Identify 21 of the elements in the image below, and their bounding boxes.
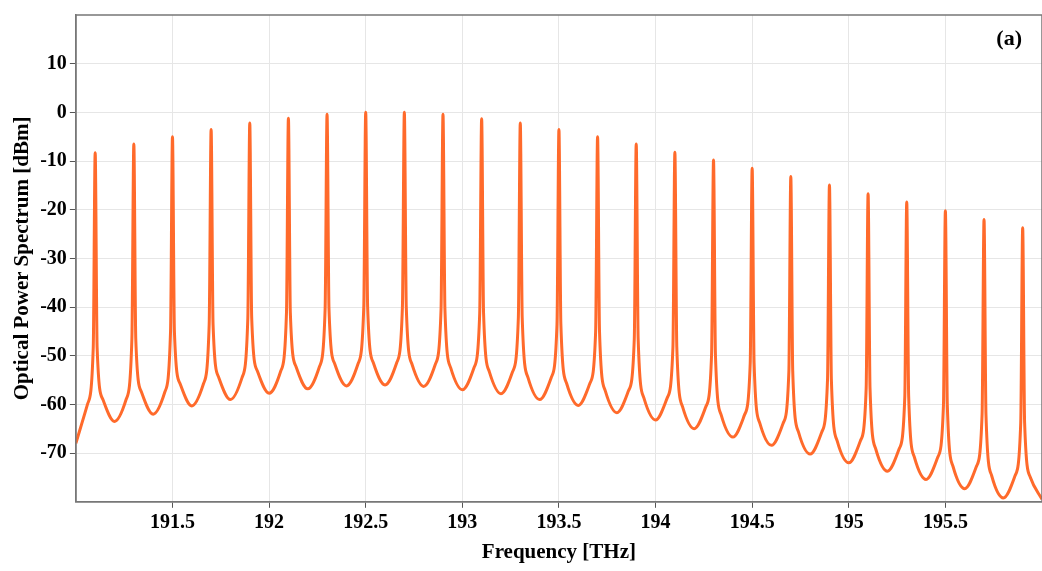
y-tick-label: -70 [40,440,67,463]
y-tick-label: 10 [46,50,67,73]
y-tick-label: -50 [40,342,67,365]
x-tick-label: 193.5 [536,509,582,532]
y-tick-label: -30 [40,245,67,268]
x-axis-title: Frequency [THz] [481,538,637,563]
y-tick-label: -20 [40,196,67,219]
y-tick-label: -60 [40,391,67,414]
x-tick-label: 194.5 [729,509,775,532]
y-axis-title: Optical Power Spectrum [dBm] [9,116,34,401]
x-tick-label: 193 [447,509,478,532]
y-tick-label: -40 [40,294,67,317]
x-tick-label: 191.5 [149,509,195,532]
x-tick-label: 192 [254,509,285,532]
annotation: (a) [996,25,1022,51]
x-tick-label: 195 [833,509,864,532]
x-tick-label: 192.5 [343,509,389,532]
x-tick-label: 195.5 [922,509,968,532]
x-tick-label: 194 [640,509,671,532]
y-tick-label: -10 [40,148,67,171]
y-tick-label: 0 [56,99,67,122]
